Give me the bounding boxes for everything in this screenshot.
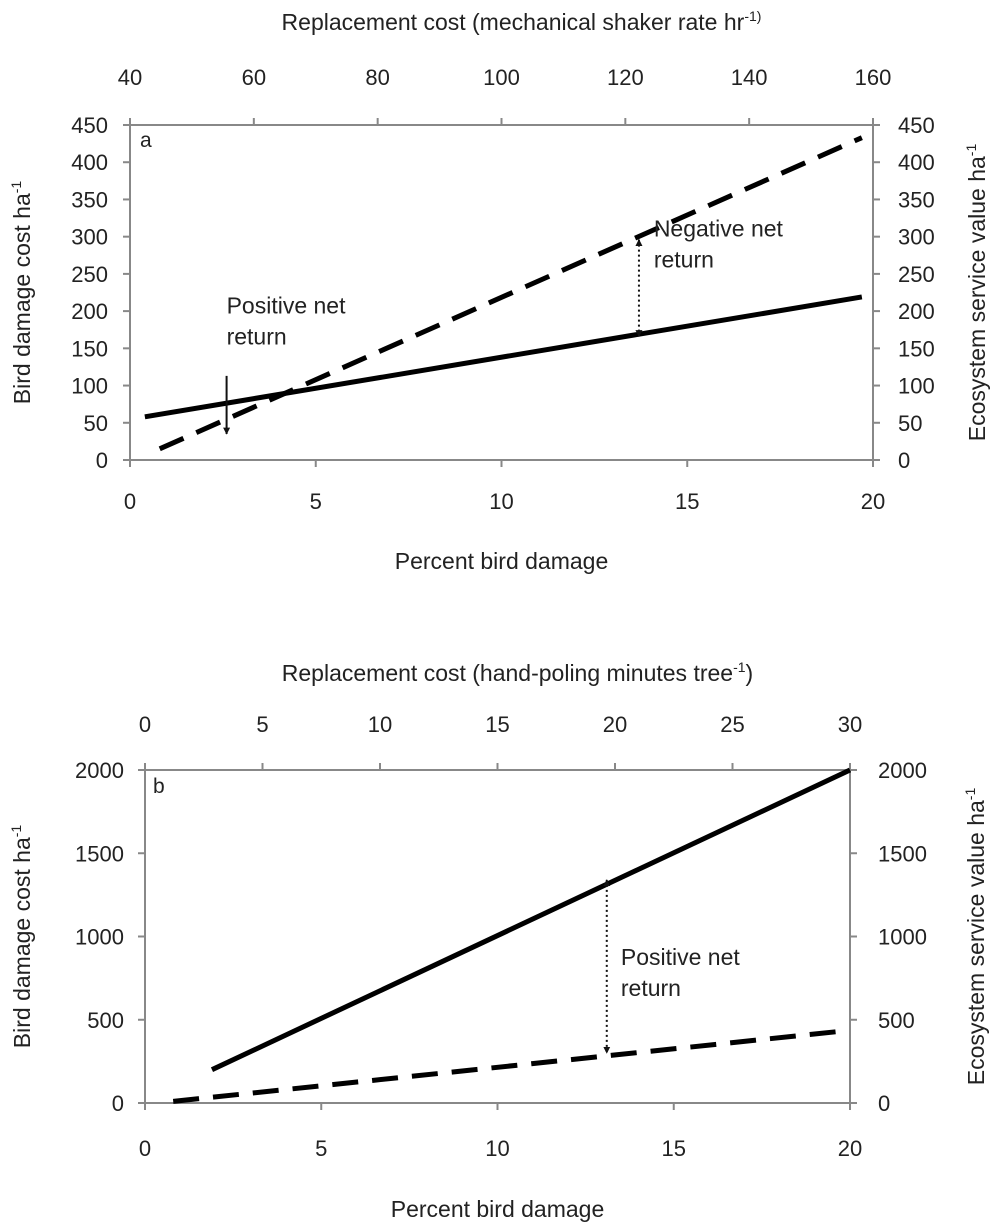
y-tick-label-right: 200 (898, 299, 935, 324)
y-axis-title-left-sup: -1 (8, 825, 24, 838)
top-axis-title: Replacement cost (hand-poling minutes tr… (282, 659, 753, 686)
y-tick-label-right: 2000 (878, 758, 927, 783)
x-tick-label: 10 (489, 489, 513, 514)
y-tick-label-left: 1500 (75, 841, 124, 866)
top-axis-title-suffix: ) (746, 660, 754, 686)
y-tick-label-left: 100 (71, 374, 108, 399)
y-tick-label-left: 150 (71, 336, 108, 361)
x-tick-label: 10 (485, 1136, 509, 1161)
y-tick-label-right: 350 (898, 187, 935, 212)
y-axis-title-left-sup: -1 (8, 181, 24, 194)
x-tick-label: 0 (124, 489, 136, 514)
series-line-dashed (172, 1028, 840, 1104)
annotation-text: Positive net return (621, 944, 741, 1001)
top-tick-label: 5 (256, 712, 268, 737)
top-tick-label: 160 (855, 65, 892, 90)
x-tick-label: 0 (139, 1136, 151, 1161)
annotation-text: Positive net return (227, 292, 347, 349)
y-axis-title-right: Ecosystem service value ha-1 (962, 788, 989, 1086)
y-tick-label-right: 50 (898, 411, 922, 436)
y-tick-label-right: 500 (878, 1008, 915, 1033)
y-tick-label-left: 300 (71, 225, 108, 250)
x-tick-label: 5 (315, 1136, 327, 1161)
y-tick-label-right: 1500 (878, 841, 927, 866)
top-tick-label: 10 (368, 712, 392, 737)
y-tick-label-left: 450 (71, 113, 108, 138)
x-axis-title: Percent bird damage (391, 1196, 605, 1222)
y-axis-title-left-text: Bird damage cost ha (9, 837, 35, 1048)
y-axis-title-right-text: Ecosystem service value ha (963, 800, 989, 1085)
y-axis-title-left: Bird damage cost ha-1 (8, 181, 35, 405)
y-tick-label-left: 0 (96, 448, 108, 473)
y-tick-label-left: 200 (71, 299, 108, 324)
x-tick-label: 5 (310, 489, 322, 514)
series-line-solid (210, 767, 852, 1072)
y-tick-label-left: 0 (112, 1091, 124, 1116)
top-axis-title-sup: -1 (733, 659, 746, 675)
x-tick-label: 15 (675, 489, 699, 514)
y-tick-label-right: 450 (898, 113, 935, 138)
y-tick-label-right: 0 (878, 1091, 890, 1116)
top-tick-label: 60 (242, 65, 266, 90)
annotation-line: Positive net (621, 944, 741, 970)
panel-label: a (140, 129, 152, 152)
y-axis-title-right: Ecosystem service value ha-1 (963, 144, 990, 442)
y-tick-label-left: 50 (84, 411, 108, 436)
top-tick-label: 140 (731, 65, 768, 90)
y-tick-label-right: 250 (898, 262, 935, 287)
y-tick-label-right: 0 (898, 448, 910, 473)
top-tick-label: 30 (838, 712, 862, 737)
top-tick-label: 20 (603, 712, 627, 737)
y-tick-label-left: 250 (71, 262, 108, 287)
annotation-line: Positive net (227, 292, 347, 318)
y-tick-label-right: 100 (898, 374, 935, 399)
top-axis-title-text: Replacement cost (mechanical shaker rate… (282, 9, 745, 35)
y-tick-label-right: 150 (898, 336, 935, 361)
y-tick-label-left: 500 (87, 1008, 124, 1033)
top-tick-label: 15 (485, 712, 509, 737)
x-tick-label: 15 (662, 1136, 686, 1161)
y-tick-label-left: 350 (71, 187, 108, 212)
y-tick-label-right: 300 (898, 225, 935, 250)
annotation-line: return (227, 323, 287, 349)
series-line-solid (144, 294, 863, 420)
y-axis-title-left: Bird damage cost ha-1 (8, 825, 35, 1049)
top-axis-title-sup: -1) (744, 8, 761, 24)
top-tick-label: 80 (365, 65, 389, 90)
y-tick-label-right: 400 (898, 150, 935, 175)
top-tick-label: 120 (607, 65, 644, 90)
y-axis-title-right-sup: -1 (963, 144, 979, 157)
x-axis-title: Percent bird damage (395, 548, 609, 574)
y-axis-title-right-text: Ecosystem service value ha (964, 156, 990, 441)
annotation-line: return (621, 975, 681, 1001)
top-tick-label: 100 (483, 65, 520, 90)
y-axis-title-right-sup: -1 (962, 788, 978, 801)
top-tick-label: 40 (118, 65, 142, 90)
x-tick-label: 20 (861, 489, 885, 514)
annotation-line: Negative net (654, 216, 784, 242)
annotation-line: return (654, 247, 714, 273)
top-axis-title-text: Replacement cost (hand-poling minutes tr… (282, 660, 733, 686)
panel-label: b (153, 775, 165, 798)
series-line-dashed (158, 135, 863, 452)
y-tick-label-right: 1000 (878, 925, 927, 950)
y-tick-label-left: 2000 (75, 758, 124, 783)
top-tick-label: 0 (139, 712, 151, 737)
y-tick-label-left: 400 (71, 150, 108, 175)
x-tick-label: 20 (838, 1136, 862, 1161)
annotation-text: Negative net return (654, 216, 784, 273)
top-tick-label: 25 (720, 712, 744, 737)
y-axis-title-left-text: Bird damage cost ha (9, 193, 35, 404)
y-tick-label-left: 1000 (75, 925, 124, 950)
top-axis-title: Replacement cost (mechanical shaker rate… (282, 8, 762, 35)
